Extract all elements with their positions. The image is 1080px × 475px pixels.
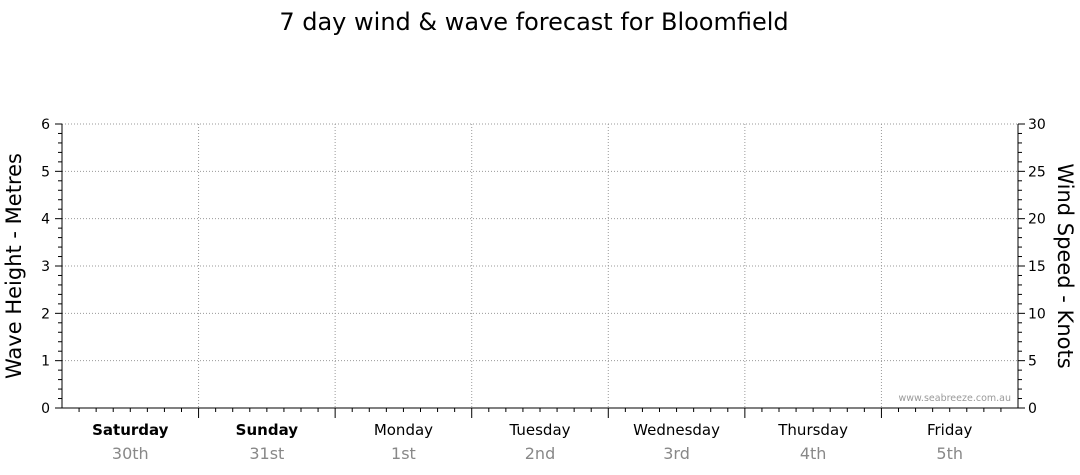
- day-name-label: Tuesday: [508, 421, 570, 439]
- day-labels: Saturday 30th Sunday 31st Monday 1st Tuesday 2n…: [92, 421, 972, 463]
- left-tick-label: 0: [41, 401, 50, 417]
- left-tick-label: 4: [41, 212, 50, 228]
- day-name-label: Sunday: [236, 421, 299, 439]
- day-date-label: 3rd: [663, 444, 690, 463]
- left-tick-label: 5: [41, 164, 50, 180]
- right-tick-label: 25: [1028, 164, 1046, 180]
- right-axis-title: Wind Speed - Knots: [1053, 163, 1077, 368]
- right-tick-label: 0: [1028, 401, 1037, 417]
- chart-title: 7 day wind & wave forecast for Bloomfiel…: [279, 8, 788, 36]
- day-date-label: 4th: [800, 444, 827, 463]
- day-date-label: 2nd: [525, 444, 555, 463]
- day-date-label: 5th: [936, 444, 963, 463]
- left-tick-label: 2: [41, 306, 50, 322]
- right-tick-label: 5: [1028, 354, 1037, 370]
- right-tick-label: 20: [1028, 212, 1046, 228]
- day-name-label: Wednesday: [633, 421, 720, 439]
- left-tick-label: 6: [41, 117, 50, 133]
- left-tick-label: 3: [41, 259, 50, 275]
- right-tick-label: 15: [1028, 259, 1046, 275]
- day-name-label: Thursday: [777, 421, 848, 439]
- right-axis-ticks: 0 5 10 15 20 25 30: [1018, 117, 1046, 417]
- right-tick-label: 10: [1028, 306, 1046, 322]
- day-name-label: Monday: [374, 421, 433, 439]
- day-date-label: 30th: [112, 444, 149, 463]
- gridlines: [62, 123, 1018, 408]
- left-tick-label: 1: [41, 354, 50, 370]
- day-name-label: Friday: [927, 421, 973, 439]
- day-date-label: 1st: [391, 444, 416, 463]
- left-axis-ticks: 0 1 2 3 4 5 6: [41, 117, 62, 417]
- day-date-label: 31st: [249, 444, 284, 463]
- watermark: www.seabreeze.com.au: [899, 393, 1012, 404]
- right-tick-label: 30: [1028, 117, 1046, 133]
- axes: [61, 124, 1019, 418]
- day-name-label: Saturday: [92, 421, 169, 439]
- left-axis-title: Wave Height - Metres: [2, 153, 26, 379]
